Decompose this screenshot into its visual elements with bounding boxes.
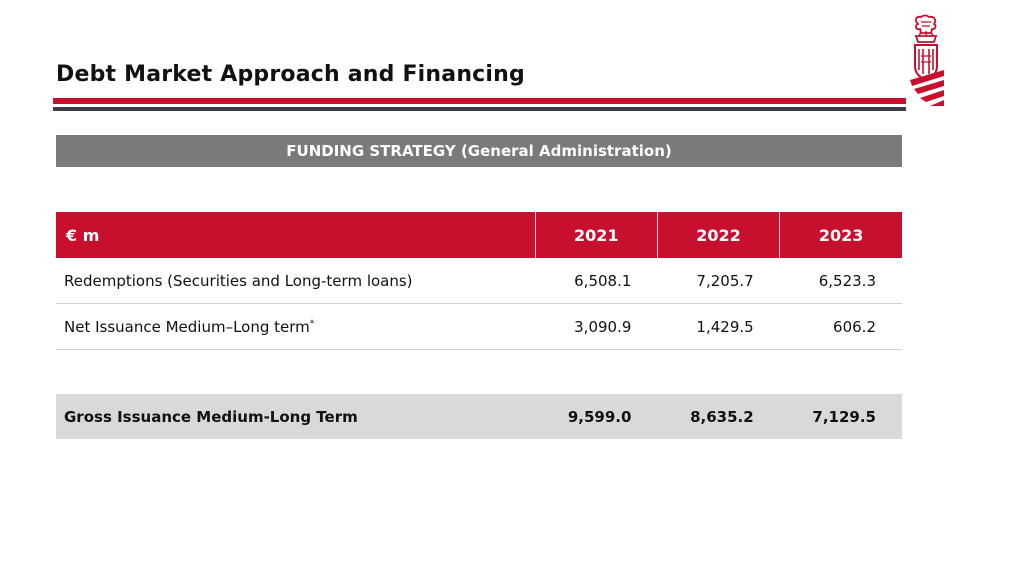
table-row-net-issuance: Net Issuance Medium–Long term* 3,090.9 1…	[56, 303, 902, 350]
total-label: Gross Issuance Medium-Long Term	[56, 394, 536, 439]
year-header: 2023	[779, 212, 902, 258]
table-row-redemptions: Redemptions (Securities and Long-term lo…	[56, 258, 902, 304]
row-label-text: Redemptions (Securities and Long-term lo…	[64, 271, 413, 290]
table-header-row: € m 2021 2022 2023	[56, 212, 902, 258]
table-row-total: Gross Issuance Medium-Long Term 9,599.0 …	[56, 394, 902, 439]
total-value: 9,599.0	[535, 394, 658, 439]
total-value: 7,129.5	[779, 394, 902, 439]
row-label-text: Net Issuance Medium–Long term	[64, 317, 310, 336]
row-value: 1,429.5	[657, 303, 780, 350]
total-value: 8,635.2	[657, 394, 780, 439]
row-label: Redemptions (Securities and Long-term lo…	[56, 258, 536, 304]
row-label: Net Issuance Medium–Long term*	[56, 303, 536, 350]
title-dark-rule	[53, 107, 906, 111]
title-red-rule	[53, 98, 906, 104]
row-value: 6,523.3	[779, 258, 902, 304]
unit-header: € m	[56, 212, 536, 258]
section-band-title: FUNDING STRATEGY (General Administration…	[286, 142, 672, 160]
funding-strategy-table: € m 2021 2022 2023 Redemptions (Securiti…	[56, 212, 902, 439]
row-value: 6,508.1	[535, 258, 658, 304]
row-value: 7,205.7	[657, 258, 780, 304]
crest-logo-icon	[910, 14, 944, 106]
row-value: 606.2	[779, 303, 902, 350]
year-header: 2021	[534, 212, 658, 258]
section-band: FUNDING STRATEGY (General Administration…	[56, 135, 902, 167]
page-title: Debt Market Approach and Financing	[56, 62, 525, 87]
table-spacer-row	[56, 350, 902, 395]
row-value: 3,090.9	[535, 303, 658, 350]
year-header: 2022	[656, 212, 780, 258]
footnote-mark: *	[309, 318, 315, 329]
